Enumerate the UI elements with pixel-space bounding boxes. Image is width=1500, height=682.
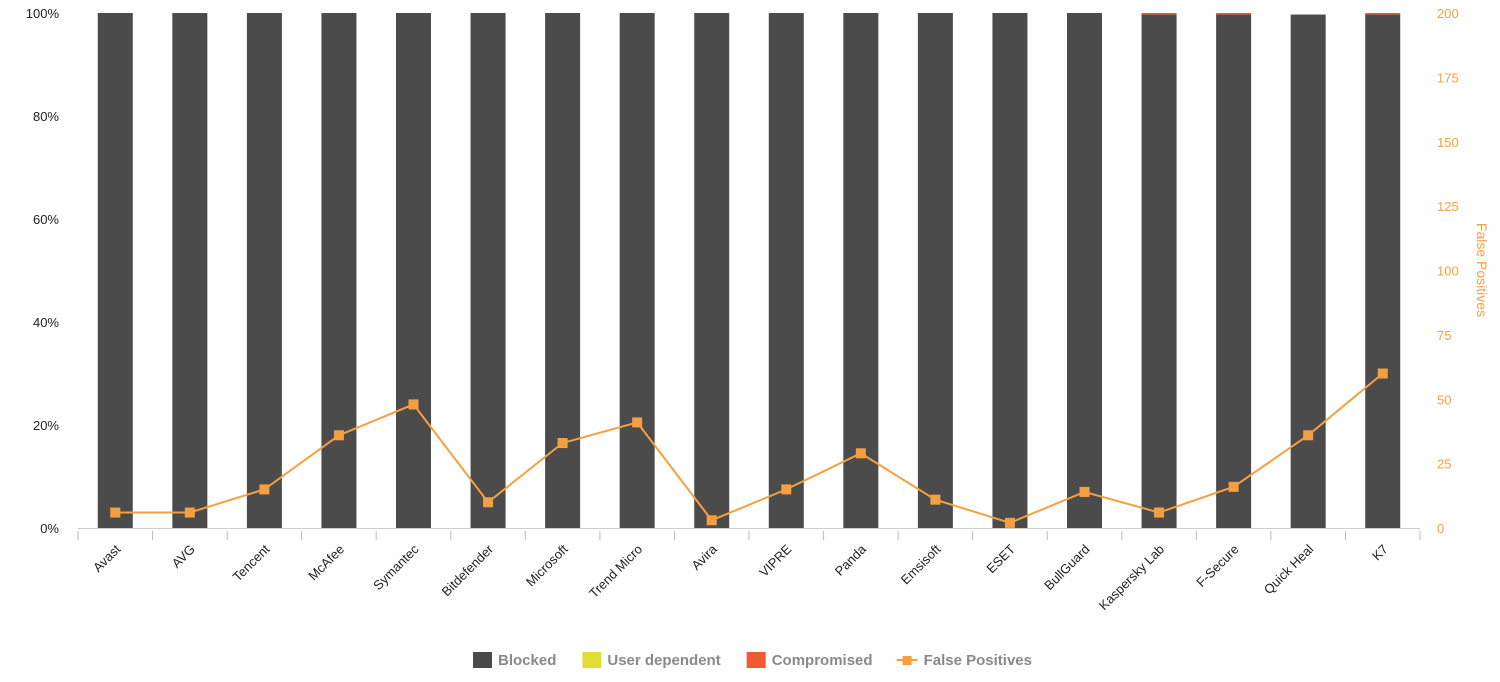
legend-item-compromised[interactable]: Compromised [746, 652, 873, 669]
bar-segment-blocked[interactable] [694, 13, 730, 528]
right-axis-tick-label: 150 [1437, 135, 1459, 150]
bar-segment-blocked[interactable] [246, 13, 282, 528]
false-positives-point[interactable] [706, 515, 717, 526]
legend-swatch [746, 652, 766, 668]
false-positives-point[interactable] [1303, 430, 1314, 441]
x-axis-category-label: F-Secure [1193, 542, 1241, 590]
right-y-axis: False Positives 0 25 50 75 100 125 150 175 200 [1437, 6, 1490, 536]
bar-segment-blocked[interactable] [917, 13, 953, 528]
left-axis-tick-label: 20% [33, 418, 59, 433]
right-axis-tick-label: 50 [1437, 392, 1451, 407]
x-axis-category-label: K7 [1369, 542, 1391, 564]
x-axis-category-label: AVG [169, 542, 198, 571]
false-positives-point[interactable] [632, 417, 643, 428]
x-axis-category-label: Avast [90, 541, 124, 575]
legend-item-false-positives[interactable]: False Positives [896, 652, 1032, 669]
bar-segment-blocked[interactable] [619, 13, 655, 528]
x-axis-category-label: Kaspersky Lab [1096, 542, 1167, 613]
false-positives-point[interactable] [408, 399, 419, 410]
false-positives-point[interactable] [781, 484, 792, 495]
x-axis-category-label: Emsisoft [898, 541, 944, 587]
legend-label: User dependent [607, 652, 720, 669]
false-positives-point[interactable] [1377, 368, 1388, 379]
x-axis-category-label: Microsoft [523, 541, 571, 589]
legend-item-user-dependent[interactable]: User dependent [582, 652, 721, 669]
x-axis-category-label: BullGuard [1041, 542, 1092, 593]
x-axis-category-label: Avira [688, 541, 720, 573]
x-axis-category-label: Tencent [230, 541, 273, 584]
false-positives-point[interactable] [110, 507, 121, 518]
false-positives-point[interactable] [184, 507, 195, 518]
left-axis-tick-label: 100% [26, 6, 60, 21]
x-axis-category-label: McAfee [305, 542, 347, 584]
bar-segment-blocked[interactable] [1067, 13, 1102, 528]
left-axis-tick-label: 60% [33, 212, 59, 227]
bar-segment-compromised[interactable] [1141, 13, 1177, 15]
false-positives-line[interactable] [115, 372, 1384, 524]
false-positives-line-group[interactable] [110, 368, 1388, 528]
false-positives-point[interactable] [855, 448, 866, 459]
bar-segment-blocked[interactable] [1141, 14, 1177, 529]
legend-label: Blocked [498, 652, 556, 669]
left-axis-tick-label: 0% [40, 521, 59, 536]
bar-segment-blocked[interactable] [172, 13, 208, 528]
legend-label: Compromised [772, 652, 873, 669]
right-axis-title: False Positives [1474, 223, 1490, 317]
legend-swatch [473, 652, 492, 668]
false-positives-point[interactable] [333, 430, 344, 441]
bar-segment-blocked[interactable] [470, 13, 506, 528]
legend-swatch [582, 652, 602, 668]
bar-segment-compromised[interactable] [1365, 13, 1401, 15]
false-positives-point[interactable] [1154, 507, 1165, 518]
x-axis-category-label: Quick Heal [1261, 541, 1317, 597]
false-positives-point[interactable] [930, 494, 941, 505]
x-axis-category-label: ESET [983, 541, 1018, 576]
bar-segment-blocked[interactable] [545, 13, 581, 528]
x-axis-category-label: Panda [832, 541, 870, 579]
bar-segment-blocked[interactable] [396, 13, 431, 528]
right-axis-tick-label: 0 [1437, 521, 1444, 536]
false-positives-point[interactable] [1228, 481, 1239, 492]
bar-segment-blocked[interactable] [97, 13, 133, 528]
left-axis-tick-label: 80% [33, 109, 59, 124]
false-positives-point[interactable] [483, 497, 494, 508]
bar-segment-blocked[interactable] [768, 13, 804, 528]
false-positives-point[interactable] [1079, 486, 1090, 497]
x-axis-category-label: VIPRE [756, 541, 794, 579]
left-y-axis: 0% 20% 40% 60% 80% 100% [26, 6, 60, 536]
right-axis-tick-label: 200 [1437, 6, 1459, 21]
x-axis-category-label: Bitdefender [439, 541, 497, 599]
bar-segment-blocked[interactable] [321, 13, 357, 528]
x-axis-category-label: Trend Micro [586, 542, 645, 601]
false-positives-point[interactable] [1004, 517, 1015, 528]
bar-segment-compromised[interactable] [1216, 13, 1252, 15]
right-axis-tick-label: 100 [1437, 264, 1459, 279]
legend-swatch-marker [902, 656, 912, 665]
bar-segment-blocked[interactable] [1216, 14, 1252, 529]
right-axis-tick-label: 75 [1437, 328, 1451, 343]
false-positives-point[interactable] [259, 484, 270, 495]
right-axis-tick-label: 175 [1437, 70, 1459, 85]
bar-segment-blocked[interactable] [992, 13, 1028, 528]
bar-segment-blocked[interactable] [1290, 14, 1326, 529]
right-axis-tick-label: 25 [1437, 457, 1451, 472]
x-axis-category-label: Symantec [370, 541, 422, 593]
bar-segment-blocked[interactable] [843, 13, 879, 528]
legend-label: False Positives [924, 652, 1032, 669]
bar-segment-blocked[interactable] [1365, 14, 1401, 529]
legend-item-blocked[interactable]: Blocked [473, 652, 556, 669]
bar-series-group[interactable] [97, 13, 1401, 529]
false-positives-point[interactable] [557, 438, 568, 449]
left-axis-tick-label: 40% [33, 315, 59, 330]
right-axis-tick-label: 125 [1437, 199, 1459, 214]
legend[interactable]: Blocked User dependent Compromised False Po… [473, 652, 1032, 669]
x-axis: Avast AVG Tencent McAfee Symantec Bitdefender… [77, 528, 1421, 613]
